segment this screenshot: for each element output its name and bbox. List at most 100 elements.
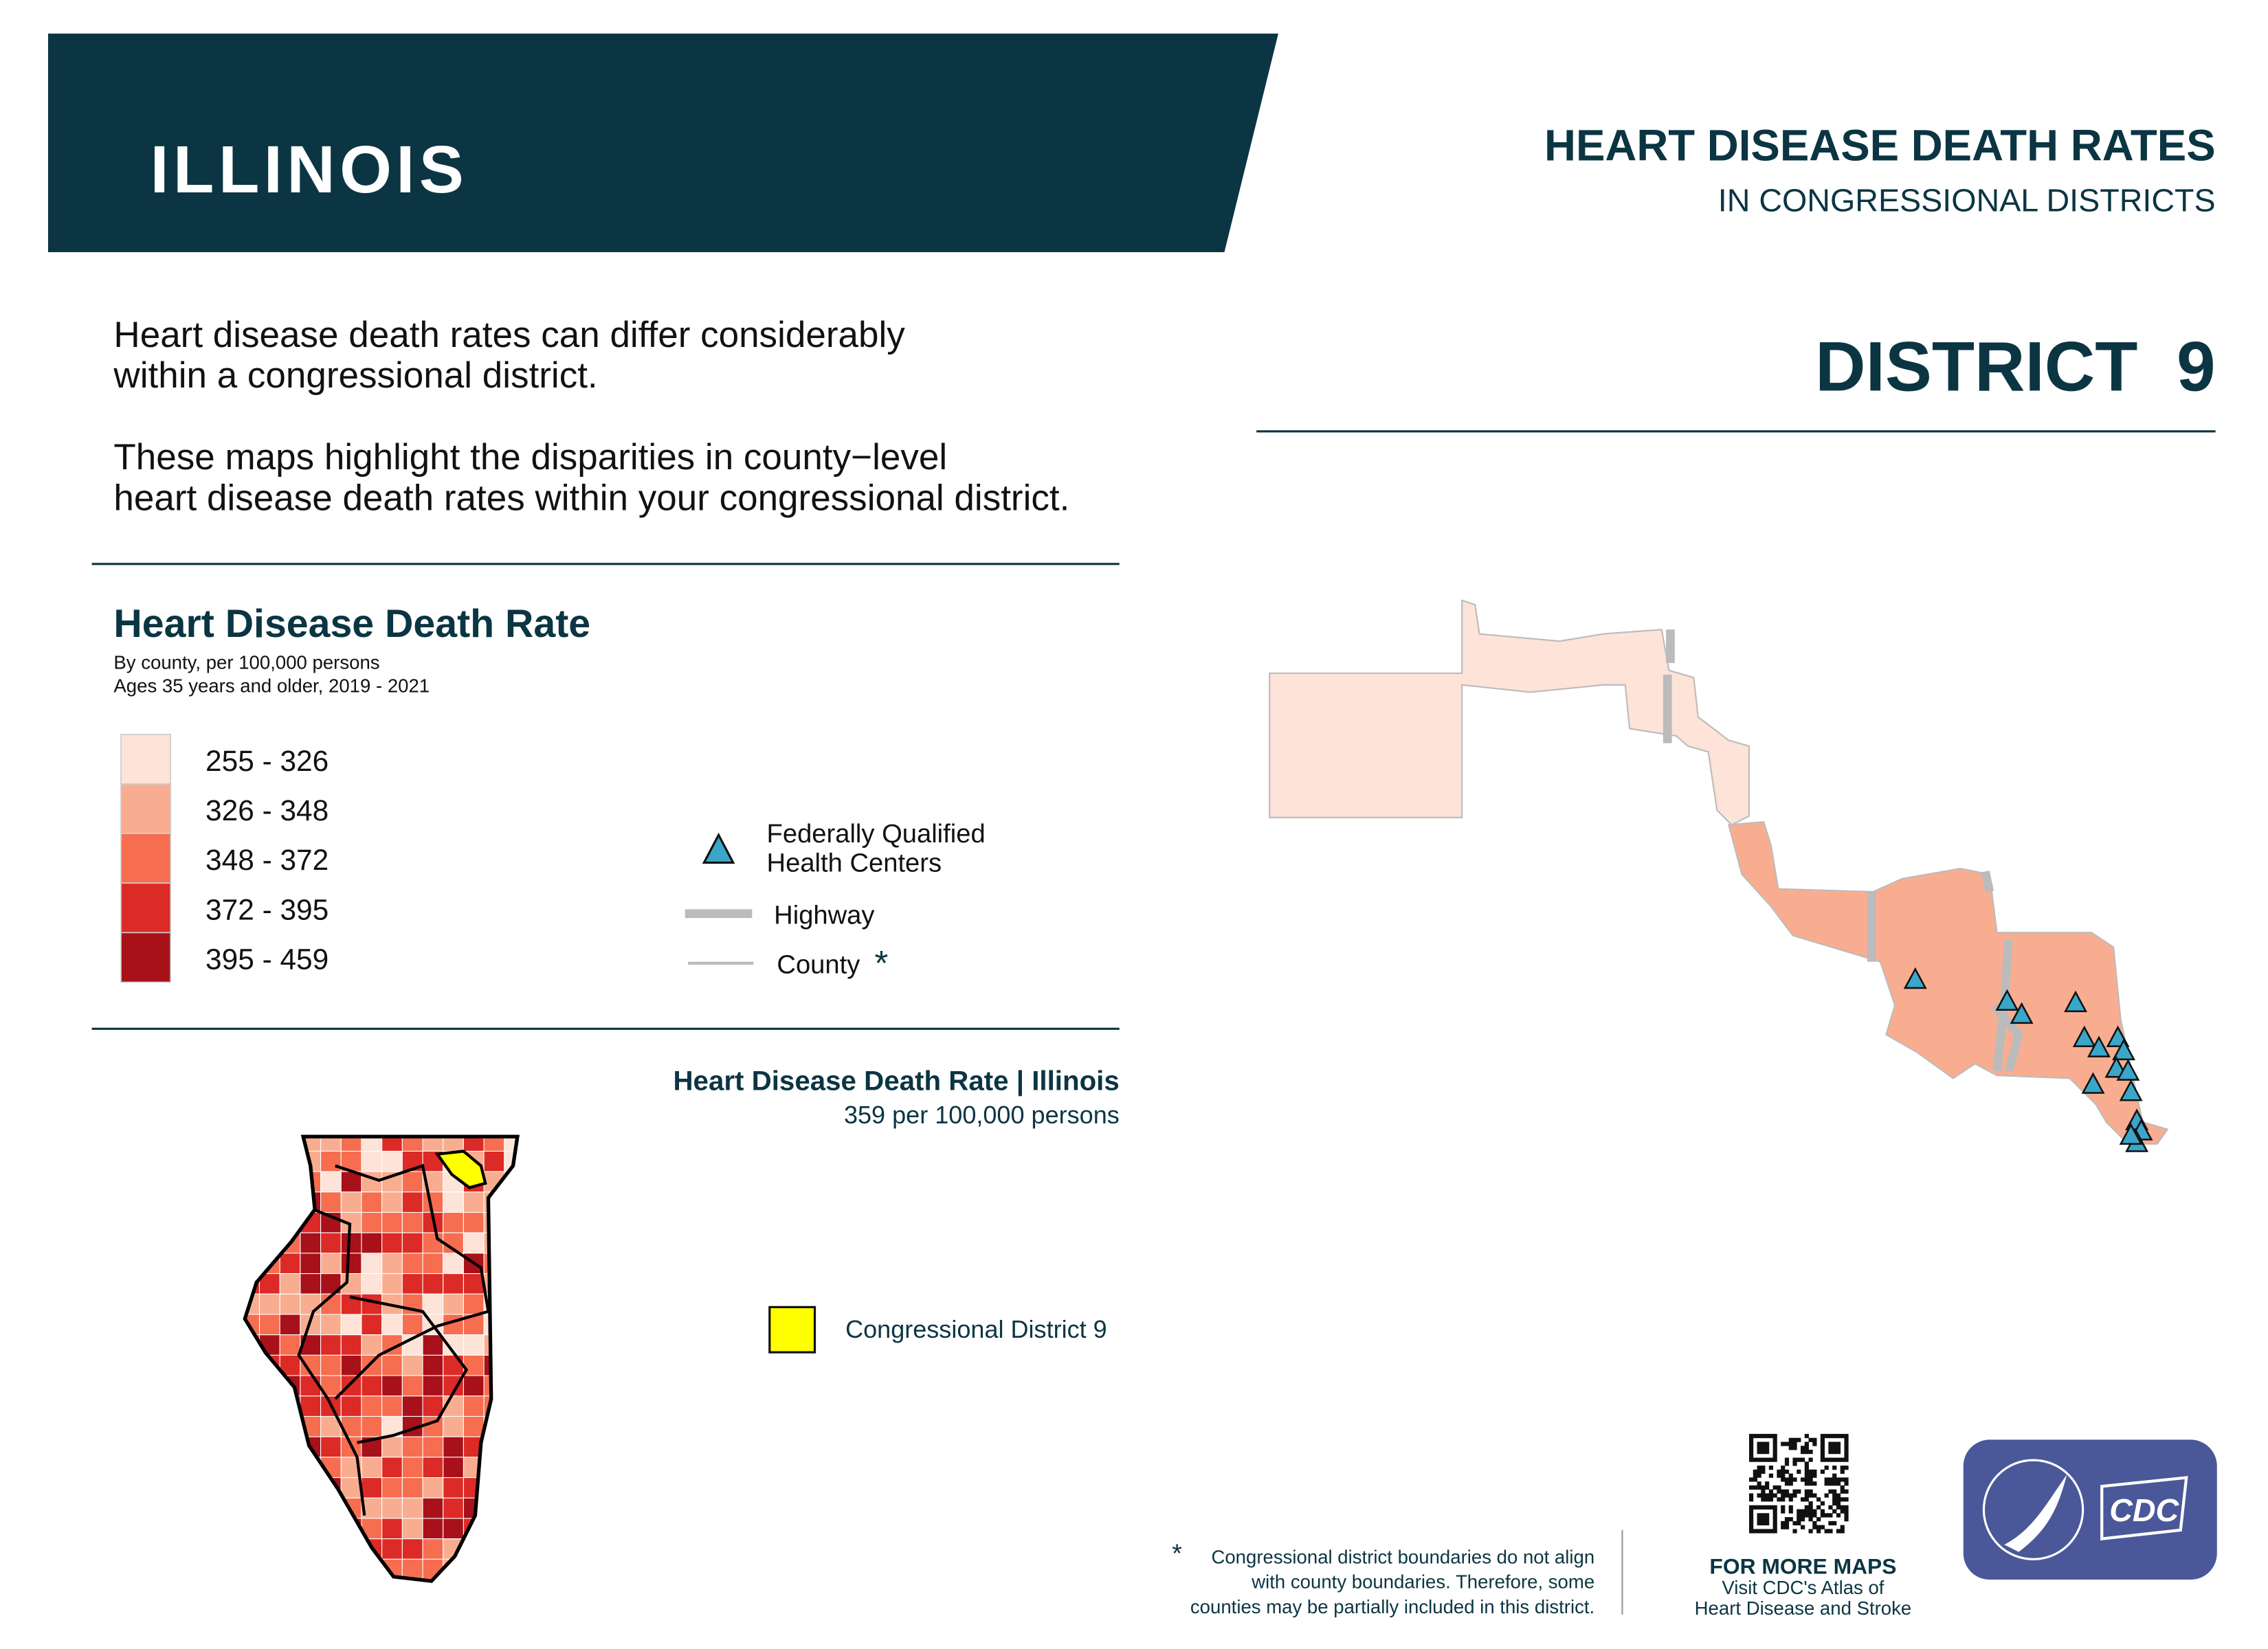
- county: [320, 1314, 342, 1336]
- qr-cell: [1812, 1469, 1817, 1474]
- county: [279, 1314, 301, 1336]
- qr-cell: [1748, 1505, 1754, 1510]
- qr-cell: [1832, 1477, 1837, 1482]
- legend-swatch: [120, 783, 171, 834]
- qr-cell: [1761, 1513, 1766, 1518]
- qr-cell: [1820, 1433, 1825, 1439]
- fqhc-legend-icon: [702, 832, 735, 864]
- legend-label: Federally Qualified: [767, 819, 986, 849]
- qr-cell: [1748, 1453, 1754, 1458]
- qr-cell: [1753, 1469, 1757, 1474]
- asterisk: *: [1172, 1539, 1182, 1569]
- qr-cell: [1804, 1461, 1809, 1466]
- qr-cell: [1748, 1525, 1754, 1529]
- qr-cell: [1797, 1509, 1801, 1514]
- county: [422, 1518, 444, 1540]
- qr-cell: [1804, 1493, 1809, 1498]
- county: [401, 1518, 423, 1540]
- state-outline: [243, 1134, 520, 1583]
- qr-cell: [1772, 1433, 1777, 1439]
- qr-cell: [1800, 1509, 1805, 1514]
- qr-cell: [1772, 1521, 1777, 1526]
- qr-cell: [1812, 1525, 1817, 1529]
- qr-cell: [1812, 1473, 1817, 1478]
- county: [422, 1395, 444, 1417]
- qr-cell: [1792, 1489, 1797, 1494]
- qr-cell: [1808, 1481, 1813, 1486]
- county: [401, 1314, 423, 1336]
- qr-cell: [1753, 1529, 1757, 1534]
- qr-cell: [1748, 1433, 1754, 1439]
- qr-cell: [1797, 1457, 1801, 1462]
- qr-cell: [1753, 1485, 1757, 1490]
- qr-cell: [1761, 1505, 1766, 1510]
- qr-cell: [1768, 1466, 1774, 1470]
- intro-text: Heart disease death rates can differ con…: [113, 315, 905, 355]
- county: [463, 1232, 485, 1254]
- qr-cell: [1784, 1521, 1790, 1526]
- qr-cell: [1804, 1446, 1809, 1450]
- qr-cell: [1757, 1446, 1761, 1450]
- county: [279, 1273, 301, 1294]
- qr-cell: [1804, 1469, 1809, 1474]
- qr-cell: [1844, 1446, 1849, 1450]
- qr-cell: [1772, 1517, 1777, 1522]
- qr-cell: [1828, 1521, 1833, 1526]
- county: [443, 1497, 464, 1519]
- qr-cell: [1757, 1442, 1761, 1446]
- qr-cell: [1804, 1477, 1809, 1482]
- county: [381, 1436, 403, 1458]
- qr-cell: [1844, 1453, 1849, 1458]
- qr-cell: [1757, 1457, 1761, 1462]
- county: [381, 1497, 403, 1519]
- qr-cell: [1768, 1529, 1774, 1534]
- qr-cell: [1812, 1513, 1817, 1518]
- qr-cell: [1768, 1489, 1774, 1494]
- qr-cell: [1836, 1513, 1841, 1518]
- county: [300, 1293, 322, 1315]
- qr-cell: [1797, 1469, 1801, 1474]
- county: [463, 1212, 485, 1233]
- qr-cell: [1757, 1521, 1761, 1526]
- qr-cell: [1840, 1457, 1845, 1462]
- qr-cell: [1816, 1529, 1821, 1534]
- qr-cell: [1781, 1497, 1786, 1502]
- county: [340, 1375, 362, 1397]
- qr-cell: [1777, 1473, 1781, 1478]
- qr-cell: [1804, 1450, 1809, 1455]
- qr-cell: [1844, 1517, 1849, 1522]
- qr-cell: [1804, 1473, 1809, 1478]
- qr-cell: [1840, 1505, 1845, 1510]
- county: [401, 1457, 423, 1479]
- county: [340, 1477, 362, 1499]
- qr-cell: [1808, 1509, 1813, 1514]
- qr-cell: [1772, 1446, 1777, 1450]
- qr-cell: [1781, 1505, 1786, 1510]
- county: [443, 1354, 464, 1376]
- county: [401, 1558, 423, 1580]
- county: [300, 1375, 322, 1397]
- county: [401, 1191, 423, 1213]
- county: [361, 1212, 383, 1233]
- qr-cell: [1748, 1437, 1754, 1442]
- county: [401, 1375, 423, 1397]
- county: [279, 1293, 301, 1315]
- qr-cell: [1828, 1477, 1833, 1482]
- qr-cell: [1808, 1493, 1813, 1498]
- qr-cell: [1781, 1466, 1786, 1470]
- county: [361, 1457, 383, 1479]
- qr-cell: [1804, 1481, 1809, 1486]
- qr-cell: [1844, 1437, 1849, 1442]
- qr-cell: [1840, 1469, 1845, 1474]
- qr-cell: [1836, 1477, 1841, 1482]
- qr-cell: [1812, 1437, 1817, 1442]
- qr-cell: [1824, 1466, 1829, 1470]
- county: [361, 1314, 383, 1336]
- qr-cell: [1844, 1497, 1849, 1502]
- district-boundary: [334, 1163, 490, 1400]
- qr-cell: [1832, 1489, 1837, 1494]
- qr-cell: [1828, 1529, 1833, 1534]
- qr-cell: [1820, 1442, 1825, 1446]
- legend-label: Health Centers: [767, 848, 942, 877]
- qr-cell: [1761, 1469, 1766, 1474]
